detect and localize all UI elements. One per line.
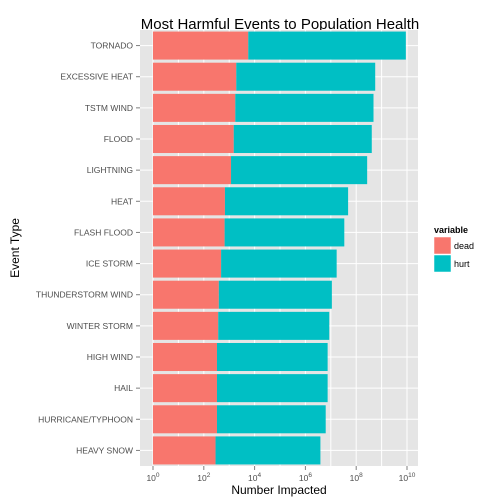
bar-dead [153, 62, 237, 91]
bar-dead [153, 124, 234, 154]
bar-dead [153, 311, 219, 340]
y-tick-label: FLASH FLOOD [74, 227, 133, 237]
legend-title: variable [434, 225, 468, 235]
y-tick-label: EXCESSIVE HEAT [60, 72, 133, 82]
x-tick-exponent: 6 [308, 472, 312, 479]
x-tick-base: 10 [197, 473, 207, 483]
y-tick-label: HEAVY SNOW [76, 445, 133, 455]
bar-dead [153, 342, 217, 372]
bar-dead [153, 156, 232, 185]
bar-hurt [216, 342, 328, 372]
x-tick-base: 10 [299, 473, 309, 483]
y-tick-label: LIGHTNING [87, 165, 133, 175]
bar-hurt [218, 280, 332, 309]
x-tick-base: 10 [350, 473, 360, 483]
y-tick-label: FLOOD [104, 134, 133, 144]
x-tick-label: 1010 [399, 472, 416, 483]
y-axis-title: Event Type [8, 218, 22, 278]
x-tick-exponent: 0 [156, 472, 160, 479]
bar-hurt [215, 436, 321, 465]
x-tick-base: 10 [146, 473, 156, 483]
bar-hurt [216, 405, 326, 434]
bar-hurt [218, 311, 330, 340]
bar-dead [153, 187, 225, 216]
x-tick-exponent: 2 [207, 472, 211, 479]
bar-dead [153, 374, 217, 403]
y-tick-label: HEAT [111, 196, 133, 206]
x-tick-exponent: 10 [408, 472, 416, 479]
x-tick-label: 102 [197, 472, 210, 483]
x-axis-title: Number Impacted [231, 483, 326, 497]
y-tick-label: HIGH WIND [87, 352, 133, 362]
bar-hurt [224, 218, 345, 247]
bar-dead [153, 218, 225, 247]
x-tick-base: 10 [248, 473, 258, 483]
legend: variable dead hurt [433, 225, 474, 273]
y-tick-label: TORNADO [91, 41, 134, 51]
y-tick-labels: TORNADO EXCESSIVE HEAT TSTM WIND FLOOD LIGHT… [36, 41, 140, 455]
x-tick-label: 100 [146, 472, 159, 483]
x-tick-exponent: 8 [359, 472, 363, 479]
x-tick-base: 10 [399, 473, 409, 483]
x-tick-labels: 100 102 104 106 108 1010 [146, 466, 416, 483]
bar-dead [153, 436, 216, 465]
y-tick-label: THUNDERSTORM WIND [36, 290, 133, 300]
legend-swatch-hurt [433, 254, 452, 273]
bar-hurt [216, 374, 328, 403]
y-tick-label: HAIL [114, 383, 133, 393]
x-tick-label: 108 [350, 472, 363, 483]
y-tick-label: TSTM WIND [85, 103, 133, 113]
bar-hurt [231, 156, 368, 185]
bar-dead [153, 31, 249, 60]
bar-hurt [248, 31, 406, 60]
bar-dead [153, 93, 236, 122]
bar-dead [153, 405, 217, 434]
chart-title: Most Harmful Events to Population Health [141, 16, 419, 33]
y-tick-label: WINTER STORM [67, 321, 133, 331]
bar-dead [153, 280, 219, 309]
legend-swatch-dead [433, 236, 452, 255]
y-tick-label: HURRICANE/TYPHOON [38, 414, 133, 424]
y-tick-label: ICE STORM [86, 259, 133, 269]
bar-hurt [221, 249, 337, 278]
legend-label-dead: dead [454, 241, 474, 251]
x-tick-label: 104 [248, 472, 261, 483]
bar-hurt [224, 187, 349, 216]
bar-hurt [236, 62, 376, 91]
bar-dead [153, 249, 222, 278]
x-tick-exponent: 4 [258, 472, 262, 479]
x-tick-label: 106 [299, 472, 312, 483]
bar-hurt [235, 93, 374, 122]
legend-label-hurt: hurt [454, 259, 470, 269]
bar-hurt [233, 124, 372, 154]
bars [153, 31, 406, 465]
